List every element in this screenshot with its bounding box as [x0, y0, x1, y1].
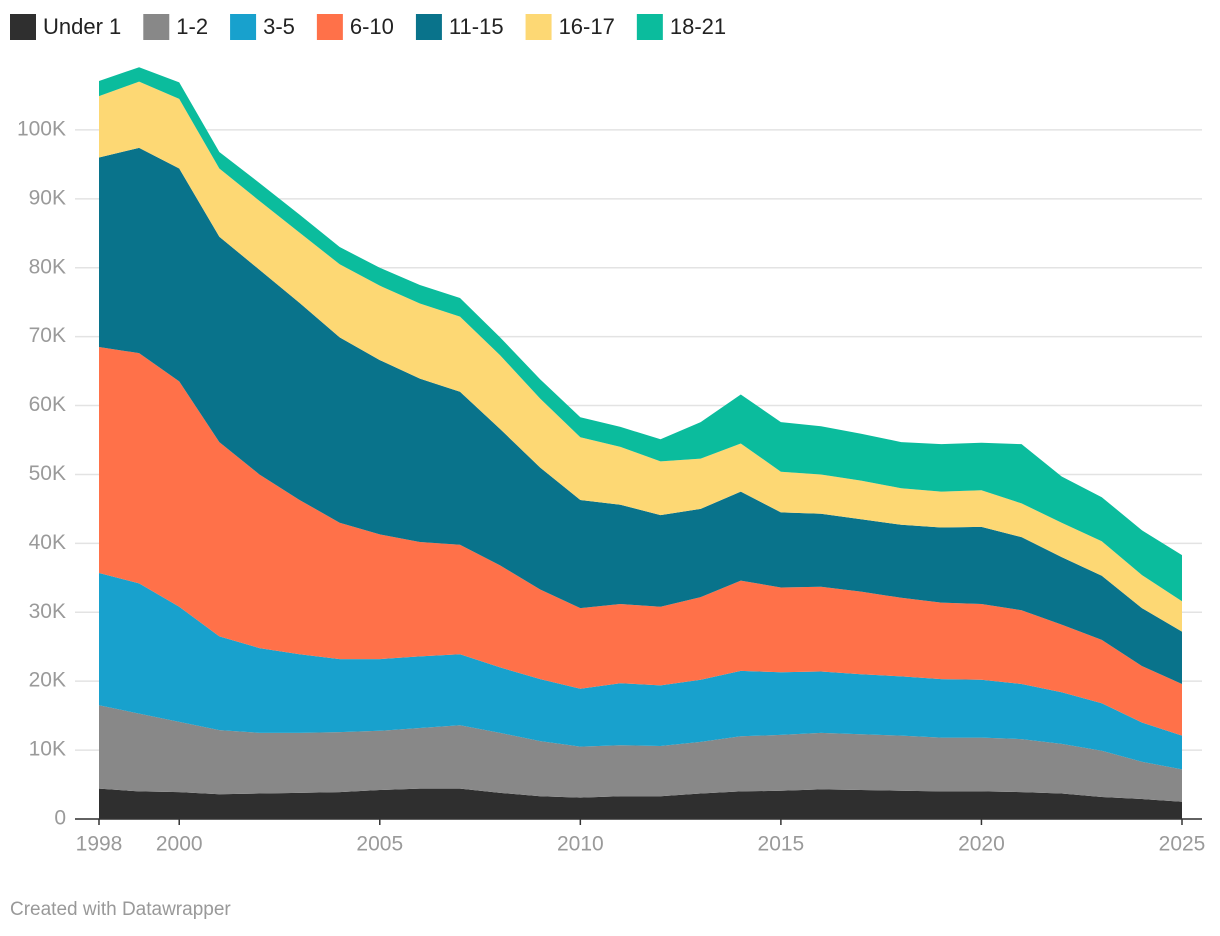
- legend-label: 1-2: [176, 14, 208, 39]
- area: [99, 81, 1182, 632]
- y-tick-label: 0: [54, 807, 66, 830]
- y-tick-label: 10K: [29, 738, 66, 761]
- legend-label: 16-17: [559, 14, 615, 39]
- y-tick-label: 80K: [29, 255, 66, 278]
- area: [99, 346, 1182, 736]
- legend-item: 3-5: [230, 14, 295, 40]
- legend-item: 11-15: [415, 14, 504, 40]
- area: [99, 147, 1182, 684]
- y-tick-label: 20K: [29, 669, 66, 692]
- x-tick-label: 1998: [76, 833, 123, 856]
- legend-item: Under 1: [10, 14, 121, 40]
- x-tick-label: 2000: [156, 833, 203, 856]
- legend-label: Under 1: [43, 14, 121, 39]
- y-tick-label: 50K: [29, 462, 66, 485]
- y-tick-label: 70K: [29, 324, 66, 347]
- area: [99, 705, 1182, 802]
- legend-item: 16-17: [525, 14, 615, 40]
- x-tick-label: 2010: [557, 833, 604, 856]
- y-tick-label: 30K: [29, 600, 66, 623]
- legend-swatch: [10, 14, 36, 40]
- legend-swatch: [316, 14, 343, 40]
- y-tick-label: 100K: [17, 117, 66, 140]
- y-tick-label: 60K: [29, 393, 66, 416]
- x-tick-label: 2015: [758, 833, 805, 856]
- legend-label: 3-5: [263, 14, 295, 39]
- area: [99, 67, 1182, 602]
- legend-item: 1-2: [143, 14, 208, 40]
- x-tick-label: 2005: [356, 833, 403, 856]
- legend-item: 18-21: [636, 14, 726, 40]
- legend-label: 18-21: [670, 14, 726, 39]
- area: [99, 788, 1182, 819]
- legend-swatch: [415, 14, 442, 40]
- legend-label: 6-10: [350, 14, 394, 39]
- legend-swatch: [636, 14, 663, 40]
- area: [99, 572, 1182, 770]
- credit: Created with Datawrapper: [10, 899, 231, 920]
- y-tick-label: 40K: [29, 531, 66, 554]
- legend-swatch: [230, 14, 257, 40]
- y-tick-label: 90K: [29, 186, 66, 209]
- legend-label: 11-15: [449, 14, 504, 39]
- legend-item: 6-10: [316, 14, 394, 40]
- legend-swatch: [525, 14, 552, 40]
- x-tick-label: 2025: [1159, 833, 1206, 856]
- x-tick-label: 2020: [958, 833, 1005, 856]
- legend-swatch: [143, 14, 170, 40]
